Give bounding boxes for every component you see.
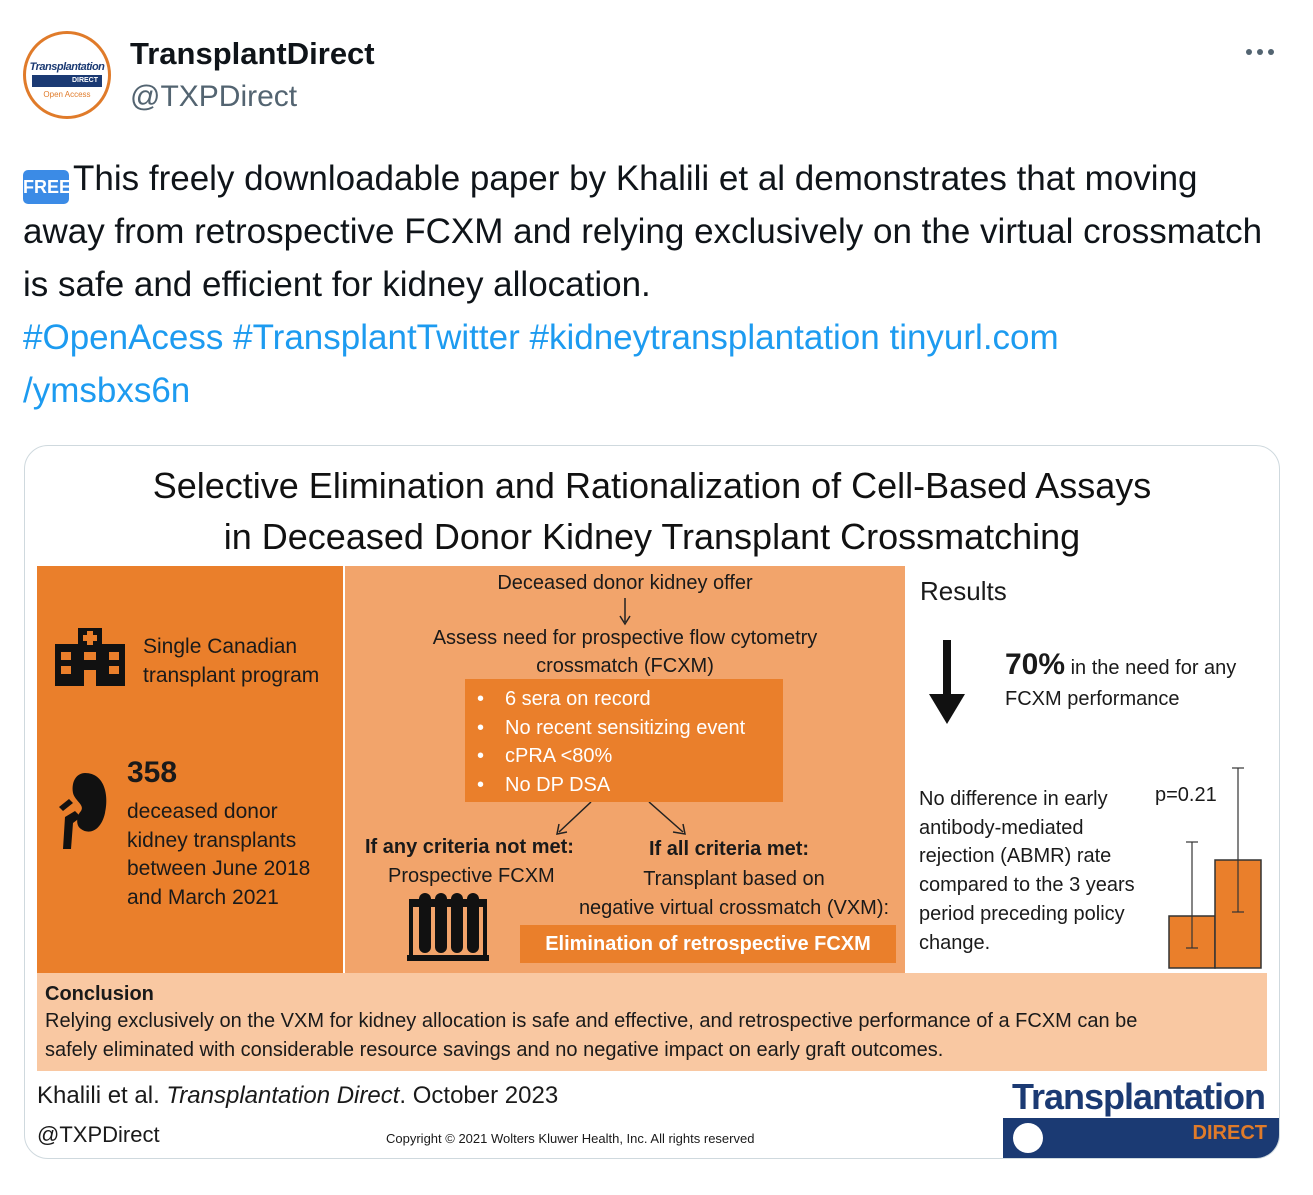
not-met-body: Prospective FCXM [388, 865, 555, 887]
footer-handle: @TXPDirect [37, 1122, 160, 1147]
assess-line2: crossmatch (FCXM) [536, 655, 714, 677]
conclusion-heading: Conclusion [45, 983, 154, 1005]
hashtag-kidneytransplantation[interactable]: #kidneytransplantation [529, 318, 880, 357]
abstract-title-line2: in Deceased Donor Kidney Transplant Cros… [223, 516, 1081, 557]
count-desc-line2: kidney transplants [127, 828, 297, 852]
program-line2: transplant program [143, 664, 320, 687]
tweet-body: This freely downloadable paper by Khalil… [23, 159, 1263, 304]
count-desc-line3: between June 2018 [127, 857, 311, 880]
abmr-bar-chart [1168, 767, 1262, 969]
abstract-title-line1: Selective Elimination and Rationalizatio… [152, 465, 1152, 506]
society-seal-icon [1013, 1123, 1043, 1153]
criterion-item: 6 sera on record [477, 685, 771, 714]
abmr-line: period preceding policy [919, 902, 1125, 925]
transplant-count: 358 [127, 756, 178, 789]
citation-date: . October 2023 [399, 1082, 559, 1109]
decrease-arrow-icon [929, 640, 965, 724]
met-body-line2: negative virtual crossmatch (VXM): [578, 897, 890, 919]
conclusion-line2: safely eliminated with considerable reso… [45, 1039, 944, 1061]
abmr-line: compared to the 3 years [919, 874, 1135, 897]
citation-journal: Transplantation Direct [166, 1082, 400, 1109]
tweet-text: FREEThis freely downloadable paper by Kh… [23, 152, 1283, 417]
percent-value: 70% [1005, 648, 1066, 681]
hospital-icon [55, 628, 125, 686]
count-desc-line4: and March 2021 [127, 885, 279, 909]
citation: Khalili et al. Transplantation Direct. O… [37, 1082, 558, 1110]
avatar[interactable]: Transplantation DIRECT Open Access [23, 31, 111, 119]
citation-authors: Khalili et al. [37, 1082, 167, 1109]
avatar-logo-bar: DIRECT [32, 75, 102, 87]
user-handle[interactable]: @TXPDirect [130, 80, 298, 113]
display-name[interactable]: TransplantDirect [130, 36, 375, 71]
logo-bar-text: DIRECT [1192, 1122, 1267, 1144]
abstract-title: Selective Elimination and Rationalizatio… [25, 460, 1279, 562]
met-body-line1: Transplant based on [643, 868, 825, 890]
criteria-box: 6 sera on record No recent sensitizing e… [465, 679, 783, 802]
percent-text-line1: in the need for any [1070, 657, 1237, 679]
not-met-heading: If any criteria not met: [365, 836, 574, 858]
branch-arrows-icon [556, 802, 686, 835]
test-tubes-icon [407, 893, 489, 961]
met-heading: If all criteria met: [649, 838, 810, 860]
abmr-line: change. [919, 931, 991, 954]
transplantation-direct-logo: Transplantation DIRECT [1003, 1076, 1279, 1158]
conclusion-line1: Relying exclusively on the VXM for kidne… [45, 1010, 1138, 1032]
avatar-logo-subtext: Open Access [43, 90, 91, 99]
copyright-text: Copyright © 2021 Wolters Kluwer Health, … [386, 1131, 755, 1146]
tweet-link-part1: tinyurl.com [889, 318, 1059, 357]
results-heading: Results [920, 576, 1007, 606]
hashtag-openacess[interactable]: #OpenAcess [23, 318, 224, 357]
program-line1: Single Canadian [143, 635, 298, 658]
count-desc-line1: deceased donor [127, 800, 278, 823]
hashtag-transplanttwitter[interactable]: #TransplantTwitter [233, 318, 520, 357]
abmr-line: No difference in early [919, 788, 1108, 810]
workflow-panel: Deceased donor kidney offer Assess need … [345, 566, 905, 973]
conclusion-box: Conclusion Relying exclusively on the VX… [37, 973, 1267, 1071]
assess-line1: Assess need for prospective flow cytomet… [432, 627, 818, 649]
down-arrow-icon [619, 598, 631, 626]
tweet-link[interactable]: tinyurl.com/ymsbxs6n [23, 318, 1059, 410]
elimination-box: Elimination of retrospective FCXM [520, 925, 896, 963]
abmr-line: rejection (ABMR) rate [919, 845, 1112, 868]
abmr-line: antibody-mediated [919, 816, 1084, 839]
visual-abstract-image[interactable]: Selective Elimination and Rationalizatio… [24, 445, 1280, 1159]
criterion-item: cPRA <80% [477, 742, 771, 771]
percent-text-line2: FCXM performance [1005, 688, 1180, 710]
cohort-panel: Single Canadian transplant program 358 d… [37, 566, 343, 973]
kidney-icon [59, 773, 107, 849]
free-badge-icon: FREE [23, 170, 71, 204]
p-value: p=0.21 [1155, 784, 1217, 806]
tweet-link-part2: /ymsbxs6n [23, 371, 191, 410]
criterion-item: No DP DSA [477, 771, 771, 800]
offer-text: Deceased donor kidney offer [497, 572, 753, 594]
logo-wordmark: Transplantation [1011, 1076, 1266, 1117]
criterion-item: No recent sensitizing event [477, 714, 771, 743]
avatar-logo-text: Transplantation [29, 61, 105, 73]
more-options-icon[interactable] [1240, 40, 1280, 64]
